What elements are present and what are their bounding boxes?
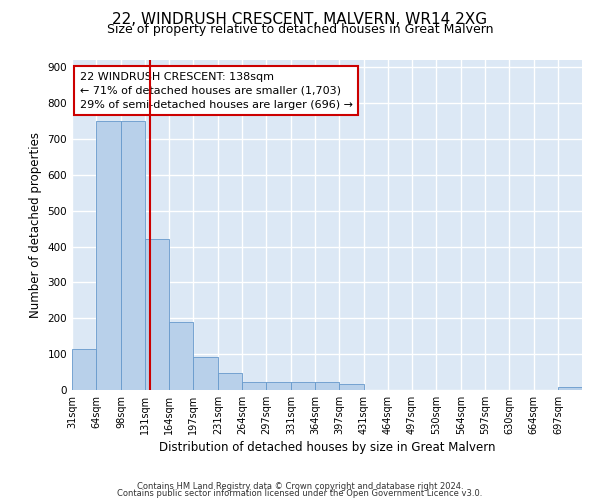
- Y-axis label: Number of detached properties: Number of detached properties: [29, 132, 42, 318]
- Bar: [242, 382, 266, 390]
- Text: Contains HM Land Registry data © Crown copyright and database right 2024.: Contains HM Land Registry data © Crown c…: [137, 482, 463, 491]
- Text: 22, WINDRUSH CRESCENT, MALVERN, WR14 2XG: 22, WINDRUSH CRESCENT, MALVERN, WR14 2XG: [112, 12, 488, 28]
- Bar: [339, 384, 364, 390]
- Bar: [121, 121, 145, 390]
- X-axis label: Distribution of detached houses by size in Great Malvern: Distribution of detached houses by size …: [159, 441, 495, 454]
- Bar: [145, 240, 169, 390]
- Text: Size of property relative to detached houses in Great Malvern: Size of property relative to detached ho…: [107, 22, 493, 36]
- Text: Contains public sector information licensed under the Open Government Licence v3: Contains public sector information licen…: [118, 490, 482, 498]
- Bar: [218, 373, 242, 390]
- Bar: [169, 322, 193, 390]
- Bar: [266, 382, 291, 390]
- Text: 22 WINDRUSH CRESCENT: 138sqm
← 71% of detached houses are smaller (1,703)
29% of: 22 WINDRUSH CRESCENT: 138sqm ← 71% of de…: [80, 72, 353, 110]
- Bar: [193, 356, 218, 390]
- Bar: [72, 350, 96, 390]
- Bar: [558, 387, 582, 390]
- Bar: [291, 382, 315, 390]
- Bar: [96, 121, 121, 390]
- Bar: [315, 382, 339, 390]
